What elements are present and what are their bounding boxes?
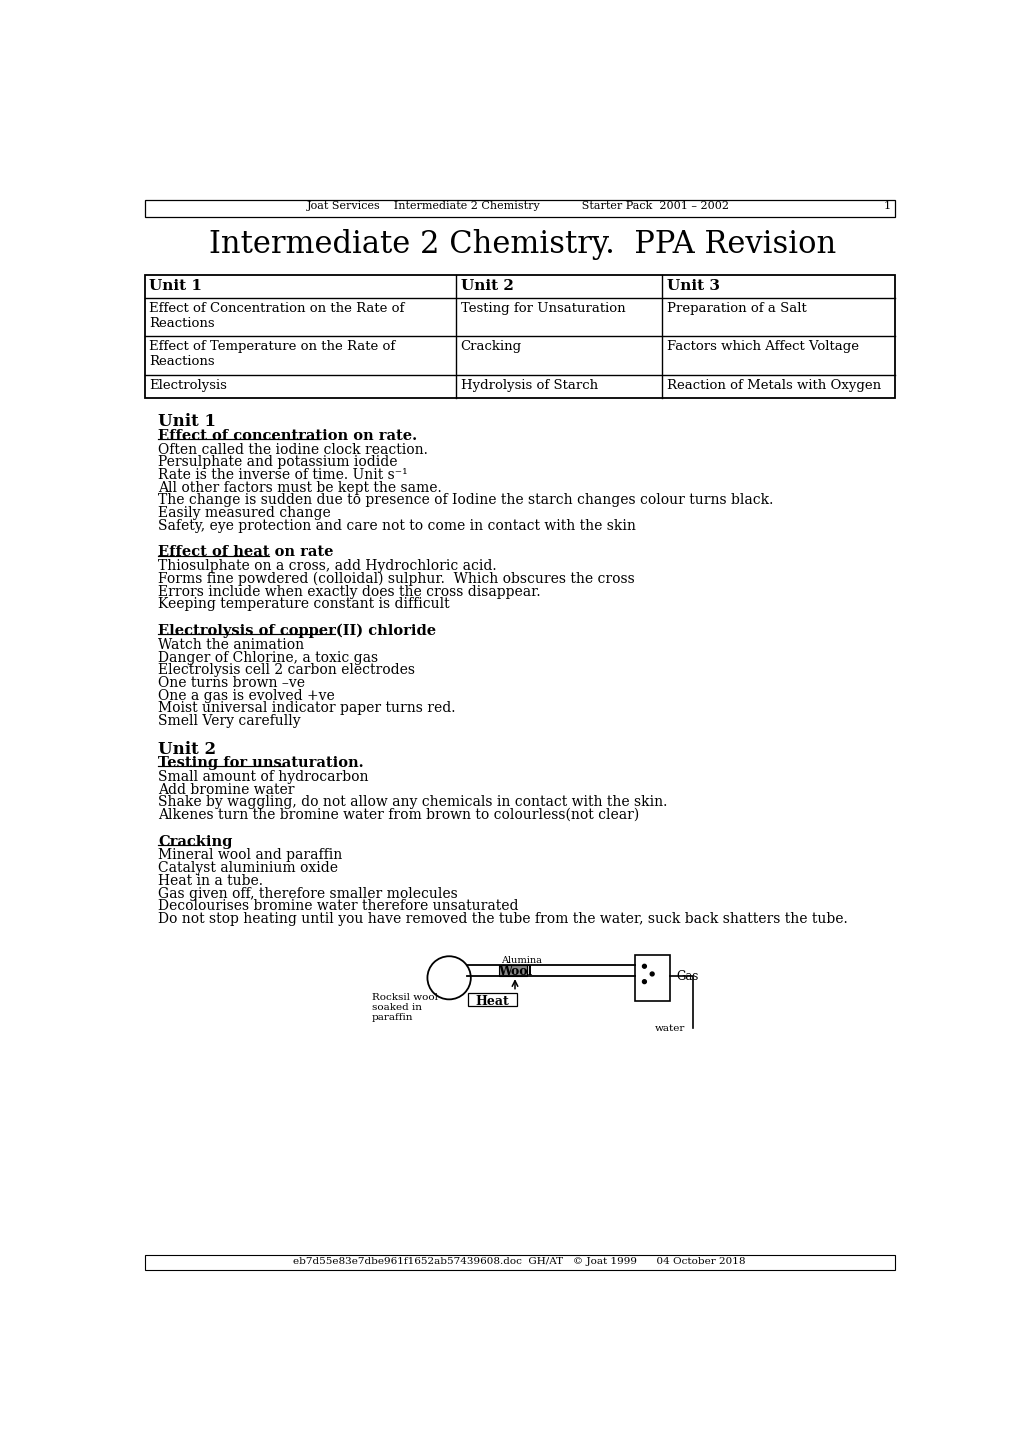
Text: Electrolysis of copper(II) chloride: Electrolysis of copper(II) chloride	[158, 623, 436, 638]
Bar	[468, 993, 516, 1006]
Text: Unit 3: Unit 3	[666, 278, 719, 293]
Text: Gas given off, therefore smaller molecules: Gas given off, therefore smaller molecul…	[158, 886, 458, 900]
Text: Forms fine powdered (colloidal) sulphur.  Which obscures the cross: Forms fine powdered (colloidal) sulphur.…	[158, 571, 635, 586]
Text: Joat Services    Intermediate 2 Chemistry            Starter Pack  2001 – 2002: Joat Services Intermediate 2 Chemistry S…	[307, 201, 730, 211]
Text: Rate is the inverse of time. Unit s⁻¹: Rate is the inverse of time. Unit s⁻¹	[158, 468, 408, 482]
Text: Reaction of Metals with Oxygen: Reaction of Metals with Oxygen	[666, 378, 880, 391]
Text: Cracking: Cracking	[158, 834, 232, 848]
Bar	[499, 965, 526, 975]
Text: paraffin: paraffin	[371, 1013, 413, 1022]
Text: Wool: Wool	[497, 965, 532, 978]
Bar	[635, 955, 669, 1001]
Text: Heat in a tube.: Heat in a tube.	[158, 874, 263, 887]
Circle shape	[642, 980, 646, 984]
Text: Gas: Gas	[676, 970, 698, 983]
Text: Unit 2: Unit 2	[158, 740, 216, 758]
Text: Effect of heat on rate: Effect of heat on rate	[158, 545, 333, 560]
Circle shape	[649, 973, 653, 975]
Text: Shake by waggling, do not allow any chemicals in contact with the skin.: Shake by waggling, do not allow any chem…	[158, 795, 667, 810]
Text: Unit 2: Unit 2	[461, 278, 513, 293]
Text: Effect of Concentration on the Rate of
Reactions: Effect of Concentration on the Rate of R…	[149, 302, 405, 330]
Text: Keeping temperature constant is difficult: Keeping temperature constant is difficul…	[158, 597, 449, 612]
Text: eb7d55e83e7dbe961f1652ab57439608.doc  GH/AT   © Joat 1999      04 October 2018: eb7d55e83e7dbe961f1652ab57439608.doc GH/…	[292, 1257, 745, 1266]
Text: Hydrolysis of Starch: Hydrolysis of Starch	[461, 378, 597, 391]
Text: 1: 1	[882, 201, 890, 211]
Text: Thiosulphate on a cross, add Hydrochloric acid.: Thiosulphate on a cross, add Hydrochlori…	[158, 560, 496, 573]
Text: Effect of concentration on rate.: Effect of concentration on rate.	[158, 429, 417, 443]
Text: Alumina: Alumina	[500, 957, 541, 965]
Text: Testing for unsaturation.: Testing for unsaturation.	[158, 756, 364, 771]
Text: Decolourises bromine water therefore unsaturated: Decolourises bromine water therefore uns…	[158, 899, 519, 913]
Text: Intermediate 2 Chemistry.  PPA Revision: Intermediate 2 Chemistry. PPA Revision	[209, 228, 836, 260]
Text: Unit 1: Unit 1	[158, 413, 216, 430]
Text: Preparation of a Salt: Preparation of a Salt	[666, 302, 806, 315]
FancyBboxPatch shape	[145, 201, 894, 216]
Text: Electrolysis: Electrolysis	[149, 378, 227, 391]
Text: Watch the animation: Watch the animation	[158, 638, 305, 652]
Text: Mineral wool and paraffin: Mineral wool and paraffin	[158, 848, 342, 863]
Text: Electrolysis cell 2 carbon electrodes: Electrolysis cell 2 carbon electrodes	[158, 664, 415, 677]
Text: Heat: Heat	[475, 994, 508, 1007]
Text: Testing for Unsaturation: Testing for Unsaturation	[461, 302, 625, 315]
Text: Easily measured change: Easily measured change	[158, 506, 331, 519]
Text: Smell Very carefully: Smell Very carefully	[158, 714, 301, 729]
Text: Catalyst aluminium oxide: Catalyst aluminium oxide	[158, 861, 338, 874]
Text: The change is sudden due to presence of Iodine the starch changes colour turns b: The change is sudden due to presence of …	[158, 494, 773, 508]
Text: Safety, eye protection and care not to come in contact with the skin: Safety, eye protection and care not to c…	[158, 519, 636, 532]
Text: Persulphate and potassium iodide: Persulphate and potassium iodide	[158, 456, 397, 469]
Text: Often called the iodine clock reaction.: Often called the iodine clock reaction.	[158, 443, 428, 456]
Text: Errors include when exactly does the cross disappear.: Errors include when exactly does the cro…	[158, 584, 541, 599]
Text: Rocksil wool: Rocksil wool	[371, 993, 437, 1003]
Text: Moist universal indicator paper turns red.: Moist universal indicator paper turns re…	[158, 701, 455, 716]
Text: Effect of Temperature on the Rate of
Reactions: Effect of Temperature on the Rate of Rea…	[149, 341, 395, 368]
Text: Factors which Affect Voltage: Factors which Affect Voltage	[666, 341, 858, 354]
Text: One a gas is evolved +ve: One a gas is evolved +ve	[158, 688, 335, 703]
Text: soaked in: soaked in	[371, 1003, 421, 1012]
Text: Cracking: Cracking	[461, 341, 521, 354]
Text: Alkenes turn the bromine water from brown to colourless(not clear): Alkenes turn the bromine water from brow…	[158, 808, 639, 823]
FancyBboxPatch shape	[145, 1255, 894, 1270]
Text: Do not stop heating until you have removed the tube from the water, suck back sh: Do not stop heating until you have remov…	[158, 912, 848, 926]
Text: All other factors must be kept the same.: All other factors must be kept the same.	[158, 481, 442, 495]
Text: Small amount of hydrocarbon: Small amount of hydrocarbon	[158, 771, 369, 784]
Text: Unit 1: Unit 1	[149, 278, 202, 293]
Text: water: water	[654, 1025, 684, 1033]
FancyBboxPatch shape	[145, 274, 894, 398]
Text: Danger of Chlorine, a toxic gas: Danger of Chlorine, a toxic gas	[158, 651, 378, 665]
Text: One turns brown –ve: One turns brown –ve	[158, 675, 306, 690]
Circle shape	[642, 964, 646, 968]
Text: Add bromine water: Add bromine water	[158, 782, 294, 797]
